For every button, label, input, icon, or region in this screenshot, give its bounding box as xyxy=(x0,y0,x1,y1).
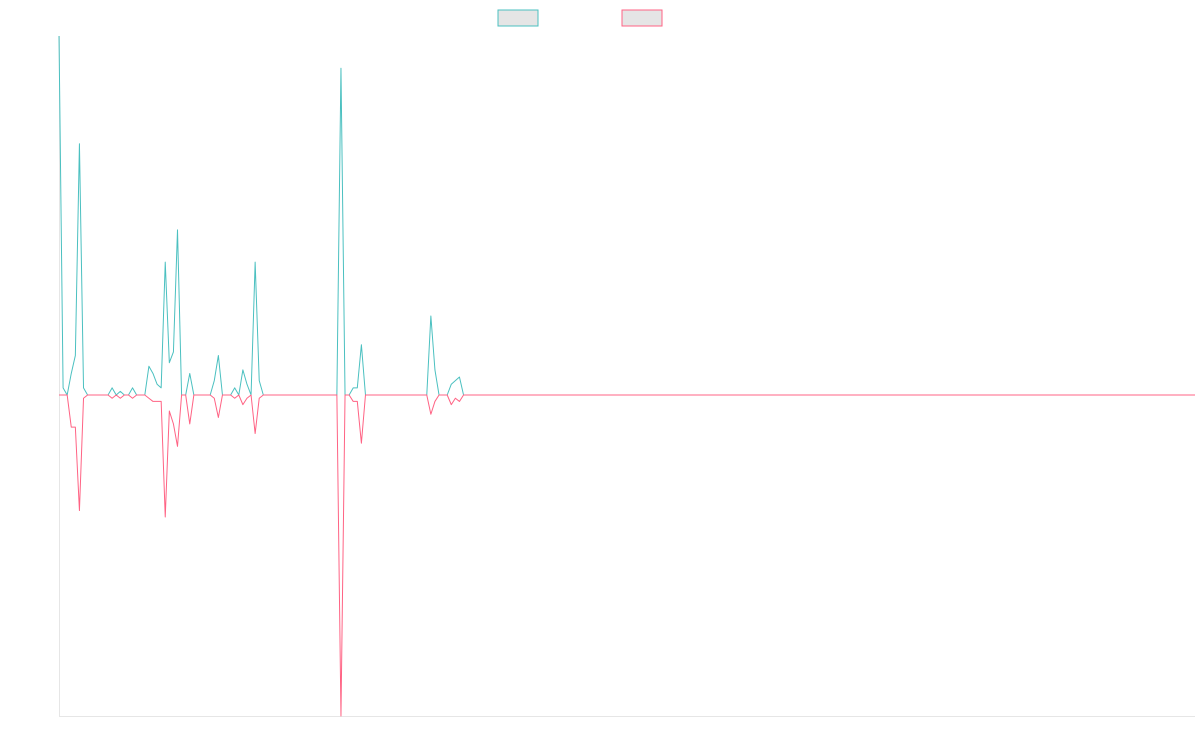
legend xyxy=(497,9,663,27)
series-1-line xyxy=(58,35,1195,396)
series-2-line xyxy=(59,394,1195,717)
chart-axes xyxy=(59,36,1195,717)
series-layer xyxy=(58,35,1195,717)
legend-item-series-1[interactable] xyxy=(497,9,539,27)
legend-swatch-series-2[interactable] xyxy=(621,9,663,27)
legend-item-series-2[interactable] xyxy=(621,9,663,27)
legend-swatch-series-1[interactable] xyxy=(497,9,539,27)
